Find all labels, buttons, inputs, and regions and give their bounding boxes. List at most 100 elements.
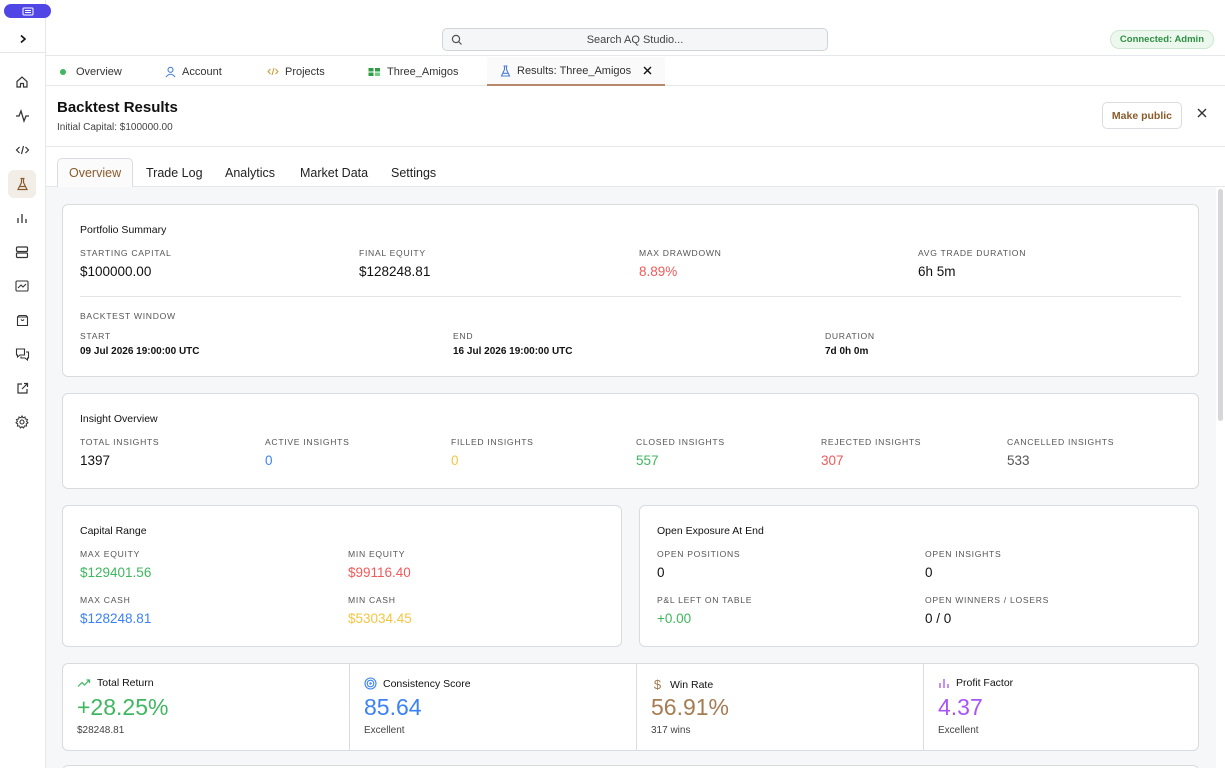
- search-placeholder: Search AQ Studio...: [586, 33, 684, 46]
- metric-title: Win Rate: [670, 678, 714, 691]
- search-input[interactable]: Search AQ Studio...: [442, 28, 828, 51]
- tab-overview-label: Overview: [76, 65, 122, 78]
- sidebar: [0, 0, 46, 768]
- card-title: Portfolio Summary: [80, 224, 167, 236]
- metric-title: Total Return: [97, 677, 154, 689]
- project-icon: [368, 67, 380, 76]
- bar-chart-icon: [939, 679, 949, 688]
- sidebar-item-settings[interactable]: [8, 408, 36, 436]
- total-return-value: +28.25%: [77, 694, 169, 720]
- win-rate-sub: 317 wins: [651, 725, 691, 736]
- tab-projects-label: Projects: [285, 65, 325, 78]
- sidebar-expand-button[interactable]: [0, 26, 45, 53]
- subtab-settings[interactable]: Settings: [391, 165, 437, 180]
- page-header: Backtest Results Initial Capital: $10000…: [46, 86, 1225, 147]
- sidebar-item-servers[interactable]: [8, 238, 36, 266]
- gear-icon: [15, 415, 29, 429]
- metric-header: $ Win Rate: [651, 677, 713, 692]
- subtab-market-data[interactable]: Market Data: [300, 165, 369, 180]
- close-icon[interactable]: [643, 66, 652, 75]
- total-return-sub: $28248.81: [77, 725, 125, 736]
- tab-account[interactable]: Account: [165, 57, 222, 86]
- activity-icon: [15, 109, 29, 123]
- top-bar: Search AQ Studio... Connected: Admin: [46, 18, 1225, 56]
- tab-three-amigos[interactable]: Three_Amigos: [368, 57, 459, 86]
- scrollbar-thumb[interactable]: [1218, 189, 1223, 421]
- subtab-analytics[interactable]: Analytics: [225, 165, 276, 180]
- subtab-overview[interactable]: Overview: [57, 158, 134, 187]
- stat-label: MIN CASH: [348, 595, 396, 605]
- stat-label: REJECTED INSIGHTS: [821, 437, 922, 447]
- initial-capital-label: Initial Capital: $100000.00: [57, 122, 173, 133]
- sidebar-item-home[interactable]: [8, 68, 36, 96]
- stat-label: ACTIVE INSIGHTS: [265, 437, 350, 447]
- stat-label: CLOSED INSIGHTS: [636, 437, 725, 447]
- tab-projects[interactable]: Projects: [267, 57, 325, 86]
- subtab-trade-log[interactable]: Trade Log: [146, 165, 203, 180]
- start-value: 09 Jul 2026 19:00:00 UTC: [80, 346, 200, 357]
- filled-insights-value: 0: [451, 453, 459, 468]
- search-icon: [451, 34, 462, 45]
- close-icon[interactable]: [1197, 108, 1207, 118]
- cancelled-insights-value: 533: [1007, 453, 1030, 468]
- max-cash-value: $128248.81: [80, 611, 152, 626]
- card-title: Open Exposure At End: [657, 525, 764, 537]
- stat-label: END: [453, 331, 474, 341]
- stat-label: OPEN POSITIONS: [657, 549, 741, 559]
- stat-label: MAX DRAWDOWN: [639, 248, 722, 258]
- stat-label: CANCELLED INSIGHTS: [1007, 437, 1115, 447]
- metric-title: Consistency Score: [383, 677, 471, 690]
- messages-icon: [15, 348, 29, 361]
- open-exposure-card: Open Exposure At End OPEN POSITIONS 0 OP…: [639, 505, 1199, 647]
- sidebar-item-packages[interactable]: [8, 306, 36, 334]
- divider: [80, 296, 1181, 297]
- window-toggle-button[interactable]: [4, 4, 51, 18]
- stat-label: OPEN INSIGHTS: [925, 549, 1002, 559]
- metric-header: Consistency Score: [364, 677, 471, 690]
- rejected-insights-value: 307: [821, 453, 844, 468]
- make-public-button[interactable]: Make public: [1101, 102, 1182, 129]
- end-value: 16 Jul 2026 19:00:00 UTC: [453, 346, 573, 357]
- bar-chart-icon: [17, 214, 27, 223]
- sidebar-item-charts[interactable]: [8, 204, 36, 232]
- metric-header: Total Return: [77, 677, 154, 689]
- stat-label: DURATION: [825, 331, 875, 341]
- sidebar-item-activity[interactable]: [8, 102, 36, 130]
- sidebar-item-messages[interactable]: [8, 340, 36, 368]
- code-icon: [267, 67, 279, 76]
- tab-results-three-amigos[interactable]: Results: Three_Amigos: [487, 57, 666, 86]
- stat-label: MAX CASH: [80, 595, 131, 605]
- line-chart-icon: [15, 280, 29, 292]
- stat-label: TOTAL INSIGHTS: [80, 437, 160, 447]
- card-title: Insight Overview: [80, 413, 158, 425]
- min-cash-value: $53034.45: [348, 611, 412, 626]
- metric-consistency-score: Consistency Score 85.64 Excellent: [350, 664, 637, 750]
- profit-factor-sub: Excellent: [938, 725, 979, 736]
- starting-capital-value: $100000.00: [80, 264, 152, 279]
- green-dot-icon: [60, 68, 66, 75]
- backtest-window-label: BACKTEST WINDOW: [80, 311, 176, 321]
- trending-up-icon: [77, 679, 91, 687]
- tab-account-label: Account: [182, 65, 222, 78]
- chevron-right-icon: [19, 34, 26, 44]
- sidebar-item-backtests[interactable]: [8, 170, 36, 198]
- win-rate-value: 56.91%: [651, 694, 730, 720]
- tab-results-label: Results: Three_Amigos: [517, 64, 632, 77]
- user-icon: [165, 66, 176, 77]
- sidebar-item-external[interactable]: [8, 374, 36, 402]
- card-title: Capital Range: [80, 525, 147, 537]
- stat-label: AVG TRADE DURATION: [918, 248, 1027, 258]
- stat-label: MIN EQUITY: [348, 549, 406, 559]
- sidebar-item-performance[interactable]: [8, 272, 36, 300]
- sidebar-item-code[interactable]: [8, 136, 36, 164]
- final-equity-value: $128248.81: [359, 264, 431, 279]
- open-winners-losers-value: 0 / 0: [925, 611, 952, 626]
- min-equity-value: $99116.40: [348, 565, 411, 580]
- stat-label: FILLED INSIGHTS: [451, 437, 534, 447]
- portfolio-summary-card: Portfolio Summary STARTING CAPITAL $1000…: [62, 204, 1199, 377]
- stat-label: OPEN WINNERS / LOSERS: [925, 595, 1050, 605]
- scrollbar[interactable]: [1216, 187, 1225, 768]
- tab-overview[interactable]: Overview: [60, 57, 122, 86]
- open-insights-value: 0: [925, 565, 933, 580]
